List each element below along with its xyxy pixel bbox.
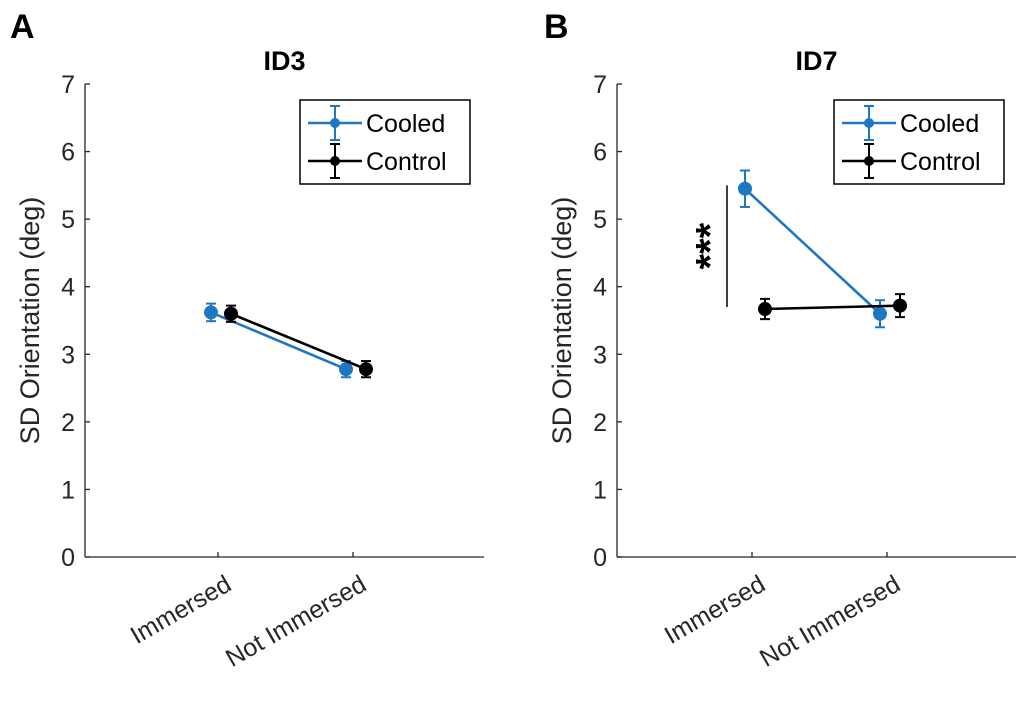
y-tick-label: 7	[61, 71, 75, 99]
y-tick-label: 0	[61, 544, 75, 572]
data-point	[738, 181, 752, 196]
chart-title: ID3	[263, 46, 305, 76]
x-tick-label: Not Immersed	[221, 570, 371, 673]
legend-marker	[864, 118, 874, 128]
series-control	[758, 293, 907, 321]
significance-stars: ***	[689, 222, 733, 269]
chart-panel-A: A ID3 0 1 2 3 4 5 6 7 SD Orientation (deg) Immersed…	[10, 8, 484, 673]
x-tick-label: Not Immersed	[755, 570, 905, 673]
y-tick-label: 3	[61, 341, 75, 369]
y-tick-label: 5	[61, 206, 75, 234]
y-tick-label: 6	[61, 139, 75, 167]
y-axis-label: SD Orientation (deg)	[15, 197, 45, 445]
legend-item-control: Control	[308, 143, 447, 179]
data-point	[758, 302, 772, 317]
legend-box	[299, 99, 471, 185]
legend-item-cooled: Cooled	[842, 105, 979, 141]
legend-label: Control	[366, 148, 447, 176]
legend-item-cooled: Cooled	[308, 105, 445, 141]
y-tick-label: 4	[61, 274, 75, 302]
legend-box	[833, 99, 1005, 185]
panel-label: B	[544, 8, 569, 46]
y-tick-label: 1	[61, 476, 75, 504]
y-tick-label: 5	[593, 206, 607, 234]
legend-marker	[330, 118, 340, 128]
legend: Cooled Control	[833, 99, 1005, 185]
legend-marker	[864, 156, 874, 166]
data-point	[359, 362, 373, 377]
data-point	[224, 306, 238, 321]
x-tick-label: Immersed	[126, 570, 236, 650]
legend-label: Control	[900, 148, 981, 176]
chart-panel-B: B ID7 0 1 2 3 4 5 6 7 SD Orientation (deg) Immersed…	[544, 8, 1016, 673]
legend-marker	[330, 156, 340, 166]
legend-item-control: Control	[842, 143, 981, 179]
series-cooled	[738, 169, 887, 329]
y-tick-label: 0	[593, 544, 607, 572]
series-line	[744, 187, 881, 315]
chart-title: ID7	[795, 46, 837, 76]
data-point	[873, 306, 887, 321]
y-tick-label: 3	[593, 341, 607, 369]
data-point	[339, 362, 353, 377]
legend-label: Cooled	[366, 110, 445, 138]
panel-label: A	[10, 8, 35, 46]
y-tick-label: 1	[593, 476, 607, 504]
legend-label: Cooled	[900, 110, 979, 138]
x-tick-label: Immersed	[660, 570, 770, 650]
series-control	[224, 304, 373, 379]
data-point	[204, 305, 218, 320]
significance-annotation: ***	[689, 185, 733, 307]
y-tick-label: 2	[61, 409, 75, 437]
legend: Cooled Control	[299, 99, 471, 185]
y-tick-label: 7	[593, 71, 607, 99]
y-tick-label: 4	[593, 274, 607, 302]
y-tick-label: 2	[593, 409, 607, 437]
y-axis-label: SD Orientation (deg)	[547, 197, 577, 445]
series-line	[230, 312, 367, 371]
y-tick-label: 6	[593, 139, 607, 167]
data-point	[893, 298, 907, 313]
series-line	[764, 304, 901, 311]
